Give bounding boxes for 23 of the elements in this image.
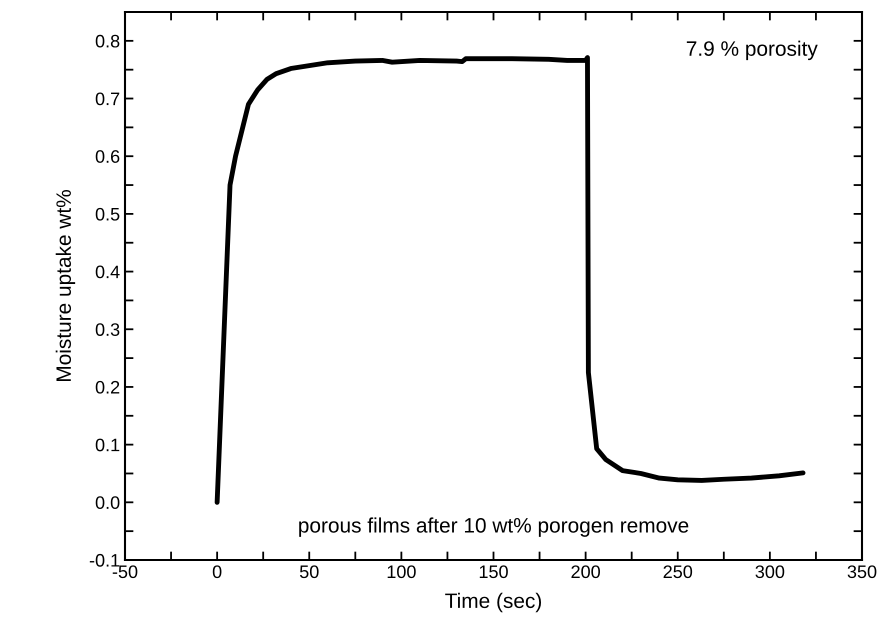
y-tick-label: 0.1 bbox=[96, 438, 120, 452]
x-axis-title: Time (sec) bbox=[445, 592, 542, 612]
x-tick-label: 300 bbox=[756, 565, 784, 578]
y-tick-label: 0.0 bbox=[96, 496, 120, 510]
y-tick-label: 0.8 bbox=[96, 34, 120, 48]
y-tick-label: -0.1 bbox=[90, 554, 120, 567]
x-tick-label: 200 bbox=[571, 565, 600, 578]
x-tick-label: 0 bbox=[212, 565, 222, 578]
annotation: porous films after 10 wt% porogen remove bbox=[299, 517, 688, 537]
y-tick-label: 0.6 bbox=[96, 150, 120, 163]
y-axis-title: Moisture uptake wt% bbox=[56, 190, 76, 381]
x-tick-label: 100 bbox=[388, 565, 416, 578]
y-tick-label: 0.4 bbox=[96, 266, 120, 278]
y-tick-label: 0.7 bbox=[96, 92, 120, 106]
x-tick-label: 50 bbox=[300, 565, 319, 578]
x-tick-label: 250 bbox=[664, 565, 692, 578]
y-tick-label: 0.3 bbox=[96, 323, 120, 336]
y-tick-label: 0.2 bbox=[96, 380, 120, 394]
x-tick-label: 150 bbox=[480, 565, 508, 578]
annotation: 7.9 % porosity bbox=[686, 40, 818, 60]
x-tick-label: 350 bbox=[848, 565, 876, 578]
y-tick-label: 0.5 bbox=[96, 208, 120, 221]
x-tick-label: -50 bbox=[112, 565, 138, 578]
